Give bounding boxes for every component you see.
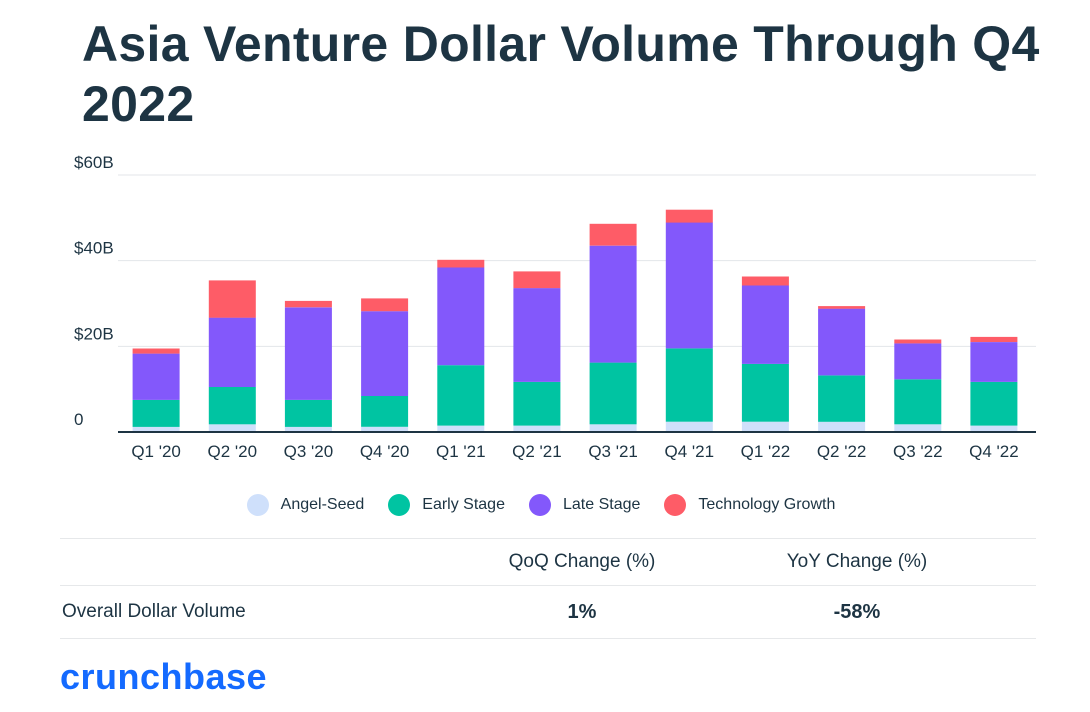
x-tick-label-2: Q3 '20 — [284, 442, 334, 461]
bar-late-stage-11 — [970, 342, 1018, 382]
x-tick-label-1: Q2 '20 — [208, 442, 258, 461]
legend-item-angel-seed[interactable]: Angel-Seed — [246, 494, 365, 516]
bar-early-stage-11 — [970, 381, 1018, 426]
legend-label-angel-seed: Angel-Seed — [280, 496, 365, 513]
bar-technology-growth-1 — [208, 280, 256, 318]
bar-technology-growth-8 — [741, 276, 789, 286]
change-table: QoQ Change (%) YoY Change (%) Overall Do… — [60, 538, 1036, 639]
bar-angel-seed-4 — [437, 425, 485, 432]
bar-early-stage-7 — [665, 348, 713, 422]
bar-early-stage-9 — [818, 375, 866, 422]
bar-angel-seed-11 — [970, 425, 1018, 432]
y-tick-label-0: 0 — [74, 410, 83, 429]
x-tick-label-5: Q2 '21 — [512, 442, 562, 461]
bar-early-stage-4 — [437, 365, 485, 426]
bar-late-stage-4 — [437, 267, 485, 366]
bar-technology-growth-3 — [361, 298, 409, 312]
bar-angel-seed-5 — [513, 425, 561, 432]
y-tick-label-1: $20B — [74, 324, 114, 343]
bar-late-stage-9 — [818, 308, 866, 376]
stacked-bar-chart: 0 $20B $40B $60B Q1 '20 Q2 '20 Q3 '20 Q4 '20 Q1 … — [74, 153, 1036, 461]
chart-title: Asia Venture Dollar Volume Through Q4 20… — [82, 16, 1040, 132]
x-tick-label-9: Q2 '22 — [817, 442, 867, 461]
x-tick-label-6: Q3 '21 — [588, 442, 638, 461]
bar-technology-growth-11 — [970, 336, 1018, 342]
bar-technology-growth-2 — [284, 300, 332, 308]
legend-label-technology-growth: Technology Growth — [698, 496, 836, 513]
bar-technology-growth-5 — [513, 271, 561, 289]
bar-late-stage-8 — [741, 285, 789, 364]
bar-early-stage-1 — [208, 387, 256, 425]
qoq-value: 1% — [567, 600, 597, 623]
yoy-value: -58% — [833, 600, 881, 623]
bar-late-stage-2 — [284, 307, 332, 400]
bar-late-stage-5 — [513, 288, 561, 382]
bar-late-stage-6 — [589, 245, 637, 363]
bar-early-stage-3 — [361, 396, 409, 427]
x-tick-label-4: Q1 '21 — [436, 442, 486, 461]
bar-early-stage-0 — [132, 399, 180, 427]
bar-early-stage-6 — [589, 362, 637, 425]
x-tick-label-3: Q4 '20 — [360, 442, 410, 461]
bar-angel-seed-1 — [208, 424, 256, 432]
bar-technology-growth-6 — [589, 223, 637, 246]
bar-early-stage-8 — [741, 363, 789, 422]
legend-item-technology-growth[interactable]: Technology Growth — [664, 494, 835, 516]
bar-early-stage-10 — [894, 379, 942, 425]
y-tick-label-2: $40B — [74, 239, 114, 258]
bar-technology-growth-0 — [132, 348, 180, 354]
bar-angel-seed-7 — [665, 421, 713, 432]
x-tick-label-10: Q3 '22 — [893, 442, 943, 461]
table-header-qoq: QoQ Change (%) — [508, 551, 656, 572]
crunchbase-logo: crunchbase — [60, 656, 268, 697]
bar-technology-growth-9 — [818, 306, 866, 309]
bar-early-stage-2 — [284, 399, 332, 427]
bar-angel-seed-10 — [894, 424, 942, 432]
legend-swatch-angel-seed — [246, 494, 269, 516]
legend-label-late-stage: Late Stage — [562, 496, 641, 513]
legend-swatch-technology-growth — [664, 494, 687, 516]
bar-angel-seed-2 — [284, 426, 332, 432]
bar-late-stage-10 — [894, 343, 942, 380]
y-tick-label-3: $60B — [74, 153, 114, 172]
legend-swatch-early-stage — [388, 494, 411, 516]
x-tick-label-11: Q4 '22 — [969, 442, 1019, 461]
x-tick-label-0: Q1 '20 — [131, 442, 181, 461]
bar-technology-growth-4 — [437, 259, 485, 268]
bar-early-stage-5 — [513, 381, 561, 426]
bar-angel-seed-8 — [741, 421, 789, 432]
table-header-yoy: YoY Change (%) — [786, 551, 928, 572]
bar-late-stage-7 — [665, 222, 713, 349]
bar-late-stage-3 — [361, 311, 409, 396]
x-tick-label-7: Q4 '21 — [665, 442, 715, 461]
legend-item-late-stage[interactable]: Late Stage — [528, 494, 641, 516]
table-header-row: QoQ Change (%) YoY Change (%) — [60, 538, 1036, 585]
chart-legend: Angel-Seed Early Stage Late Stage Techno… — [0, 494, 1090, 516]
row-label: Overall Dollar Volume — [62, 601, 246, 622]
bar-angel-seed-0 — [132, 426, 180, 432]
bar-technology-growth-7 — [665, 209, 713, 223]
x-tick-label-8: Q1 '22 — [741, 442, 791, 461]
bar-angel-seed-9 — [818, 421, 866, 432]
bar-late-stage-0 — [132, 353, 180, 400]
legend-item-early-stage[interactable]: Early Stage — [388, 494, 505, 516]
legend-label-early-stage: Early Stage — [422, 496, 505, 513]
bar-angel-seed-6 — [589, 424, 637, 432]
bar-technology-growth-10 — [894, 339, 942, 344]
bar-late-stage-1 — [208, 317, 256, 387]
table-row: Overall Dollar Volume 1% -58% — [60, 585, 1036, 639]
legend-swatch-late-stage — [528, 494, 551, 516]
bar-angel-seed-3 — [361, 426, 409, 432]
